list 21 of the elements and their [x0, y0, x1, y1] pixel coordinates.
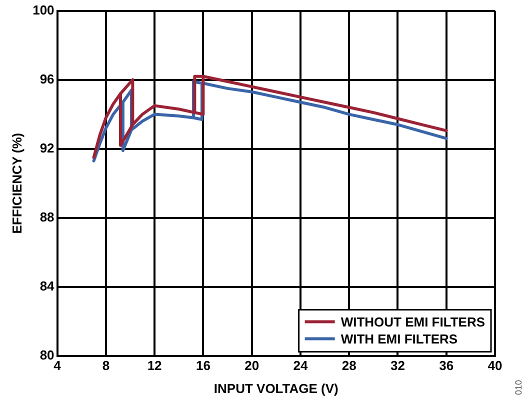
y-axis-title: EFFICIENCY (%) — [9, 132, 24, 234]
x-tick-label: 36 — [439, 358, 454, 374]
legend-label: WITHOUT EMI FILTERS — [340, 314, 486, 330]
text: 010 — [513, 380, 524, 395]
x-tick-label: 16 — [196, 358, 210, 374]
x-tick-label: 28 — [342, 358, 356, 374]
x-tick-label: 12 — [147, 358, 162, 374]
y-tick-label: 100 — [32, 2, 54, 18]
y-tick-label: 92 — [40, 140, 54, 156]
y-tick-label: 80 — [40, 347, 54, 362]
y-tick-label: 84 — [40, 278, 56, 294]
x-tick-label: 4 — [54, 358, 62, 374]
x-tick-label: 24 — [293, 358, 308, 374]
x-tick-label: 32 — [390, 358, 405, 374]
y-tick-label: 88 — [40, 209, 54, 224]
x-tick-label: 8 — [102, 358, 110, 374]
x-tick-label: 20 — [244, 358, 260, 374]
x-tick-label: 40 — [488, 358, 502, 374]
legend-label: WITH EMI FILTERS — [340, 331, 458, 346]
y-tick-label: 96 — [40, 71, 54, 86]
x-axis-title: INPUT VOLTAGE (V) — [214, 380, 338, 396]
